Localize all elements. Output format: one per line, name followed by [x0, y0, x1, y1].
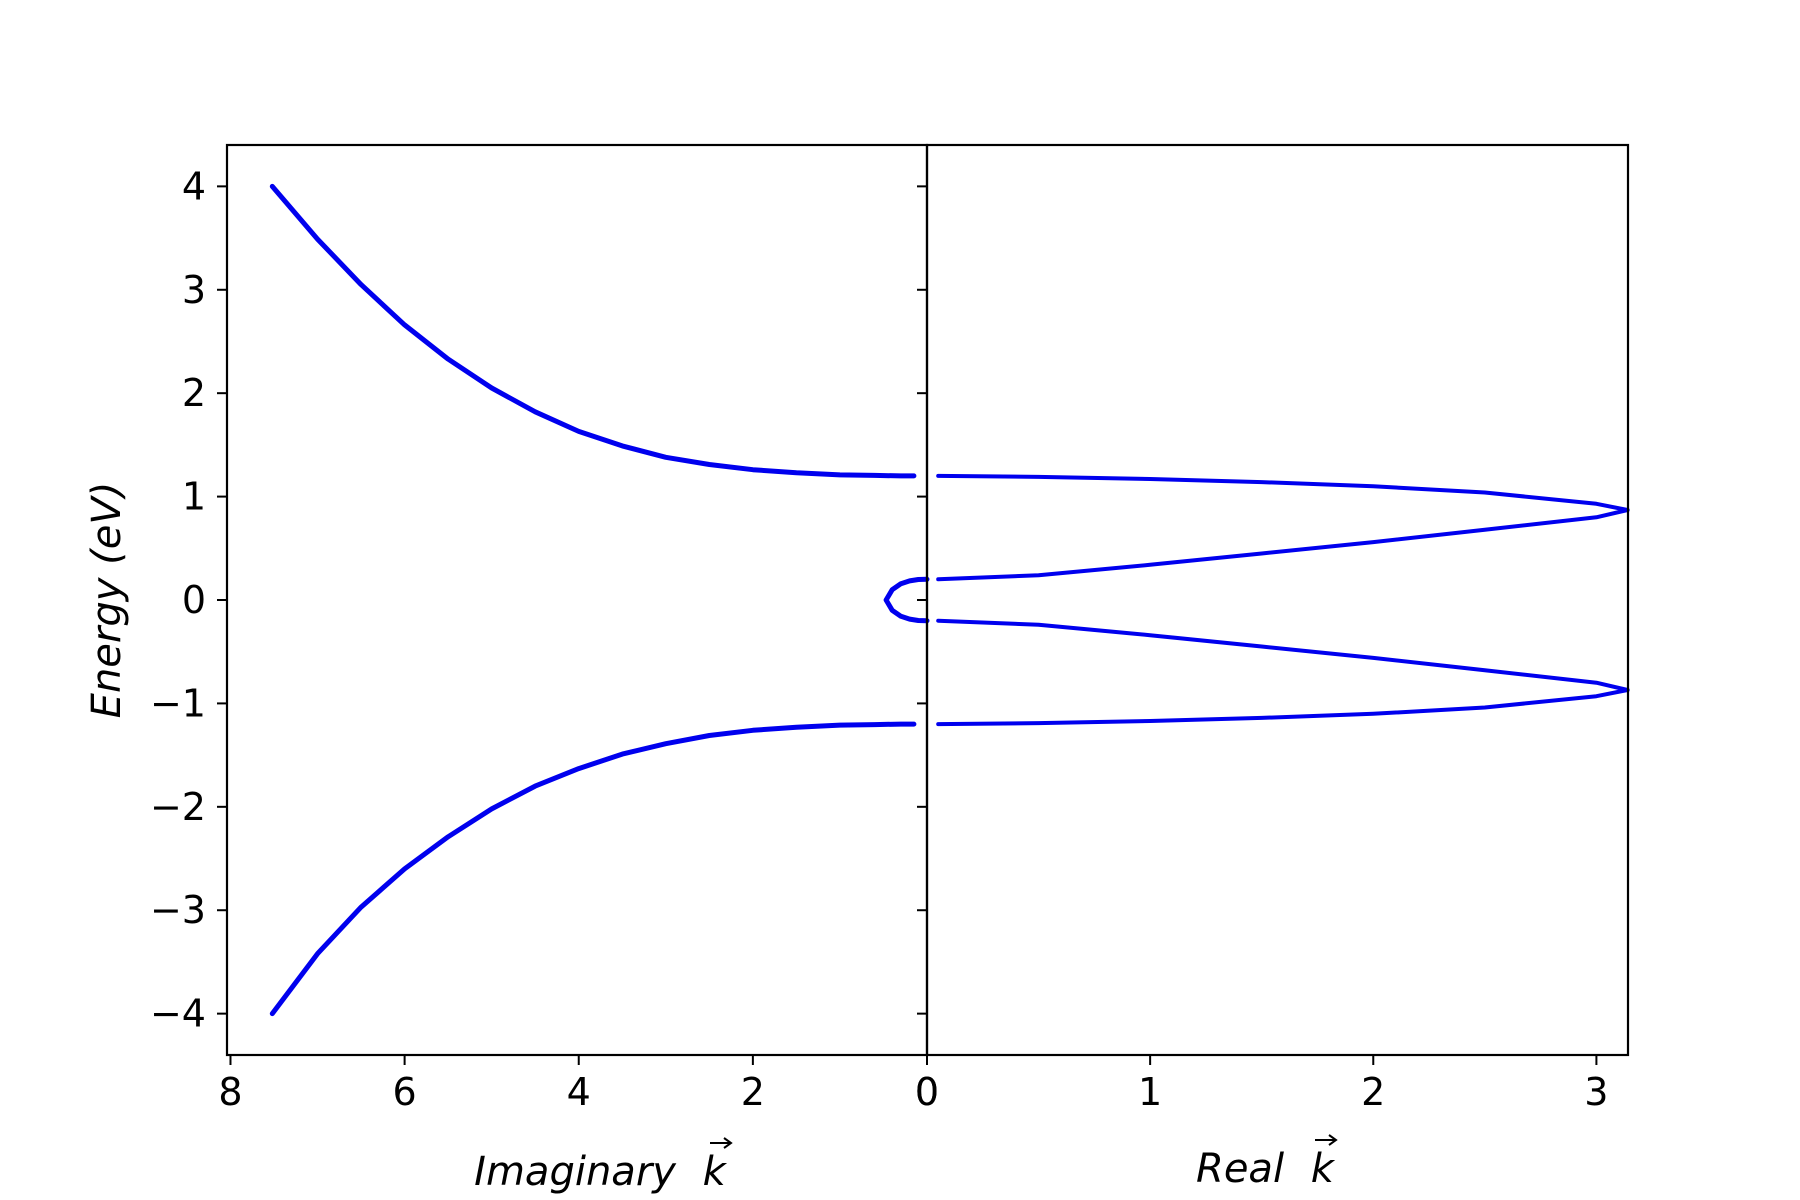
real-panel-frame	[927, 145, 1628, 1055]
y-tick-label: 0	[182, 578, 206, 622]
svg-text:Real k: Real k	[1196, 1146, 1336, 1192]
real-x-tick-label: 0	[915, 1070, 939, 1114]
y-tick-label: −3	[150, 888, 206, 932]
plot-layer	[272, 186, 1627, 1013]
svg-text:Imaginary k: Imaginary k	[474, 1149, 727, 1195]
y-tick-label: 1	[182, 475, 206, 519]
real-x-axis-label: Real k	[1196, 1135, 1336, 1192]
y-tick-label: −1	[150, 681, 206, 725]
real-x-axis-label-text: Real	[1196, 1146, 1284, 1192]
imaginary-k-symbol: k	[703, 1149, 728, 1195]
real-band-1-line	[938, 476, 1627, 510]
real-x-tick-label: 2	[1361, 1070, 1385, 1114]
real-k-vector-arrow	[1315, 1135, 1336, 1145]
imaginary-k-vector-arrow	[710, 1138, 731, 1148]
real-band-4-line	[938, 690, 1627, 724]
real-x-tick-label: 3	[1584, 1070, 1608, 1114]
real-band-2-line	[938, 510, 1627, 579]
imaginary-upper-evanescent-band-line	[272, 186, 914, 476]
imaginary-x-tick-label: 2	[741, 1070, 765, 1114]
imaginary-x-axis-label-text: Imaginary	[474, 1149, 677, 1195]
y-tick-label: −2	[150, 785, 206, 829]
y-tick-label: 4	[182, 164, 206, 208]
imaginary-lower-evanescent-band-line	[272, 724, 914, 1014]
y-axis-label: Energy (eV)	[84, 482, 130, 719]
imaginary-x-tick-label: 6	[393, 1070, 417, 1114]
real-band-3-line	[938, 621, 1627, 690]
y-tick-label: −4	[150, 992, 206, 1036]
imaginary-x-axis-label: Imaginary k	[474, 1138, 731, 1195]
real-k-symbol: k	[1311, 1146, 1336, 1192]
y-tick-label: 3	[182, 268, 206, 312]
real-x-tick-label: 1	[1138, 1070, 1162, 1114]
imaginary-x-tick-label: 8	[218, 1070, 242, 1114]
imaginary-panel-frame	[227, 145, 927, 1055]
imaginary-x-tick-label: 4	[567, 1070, 591, 1114]
y-tick-label: 2	[182, 371, 206, 415]
